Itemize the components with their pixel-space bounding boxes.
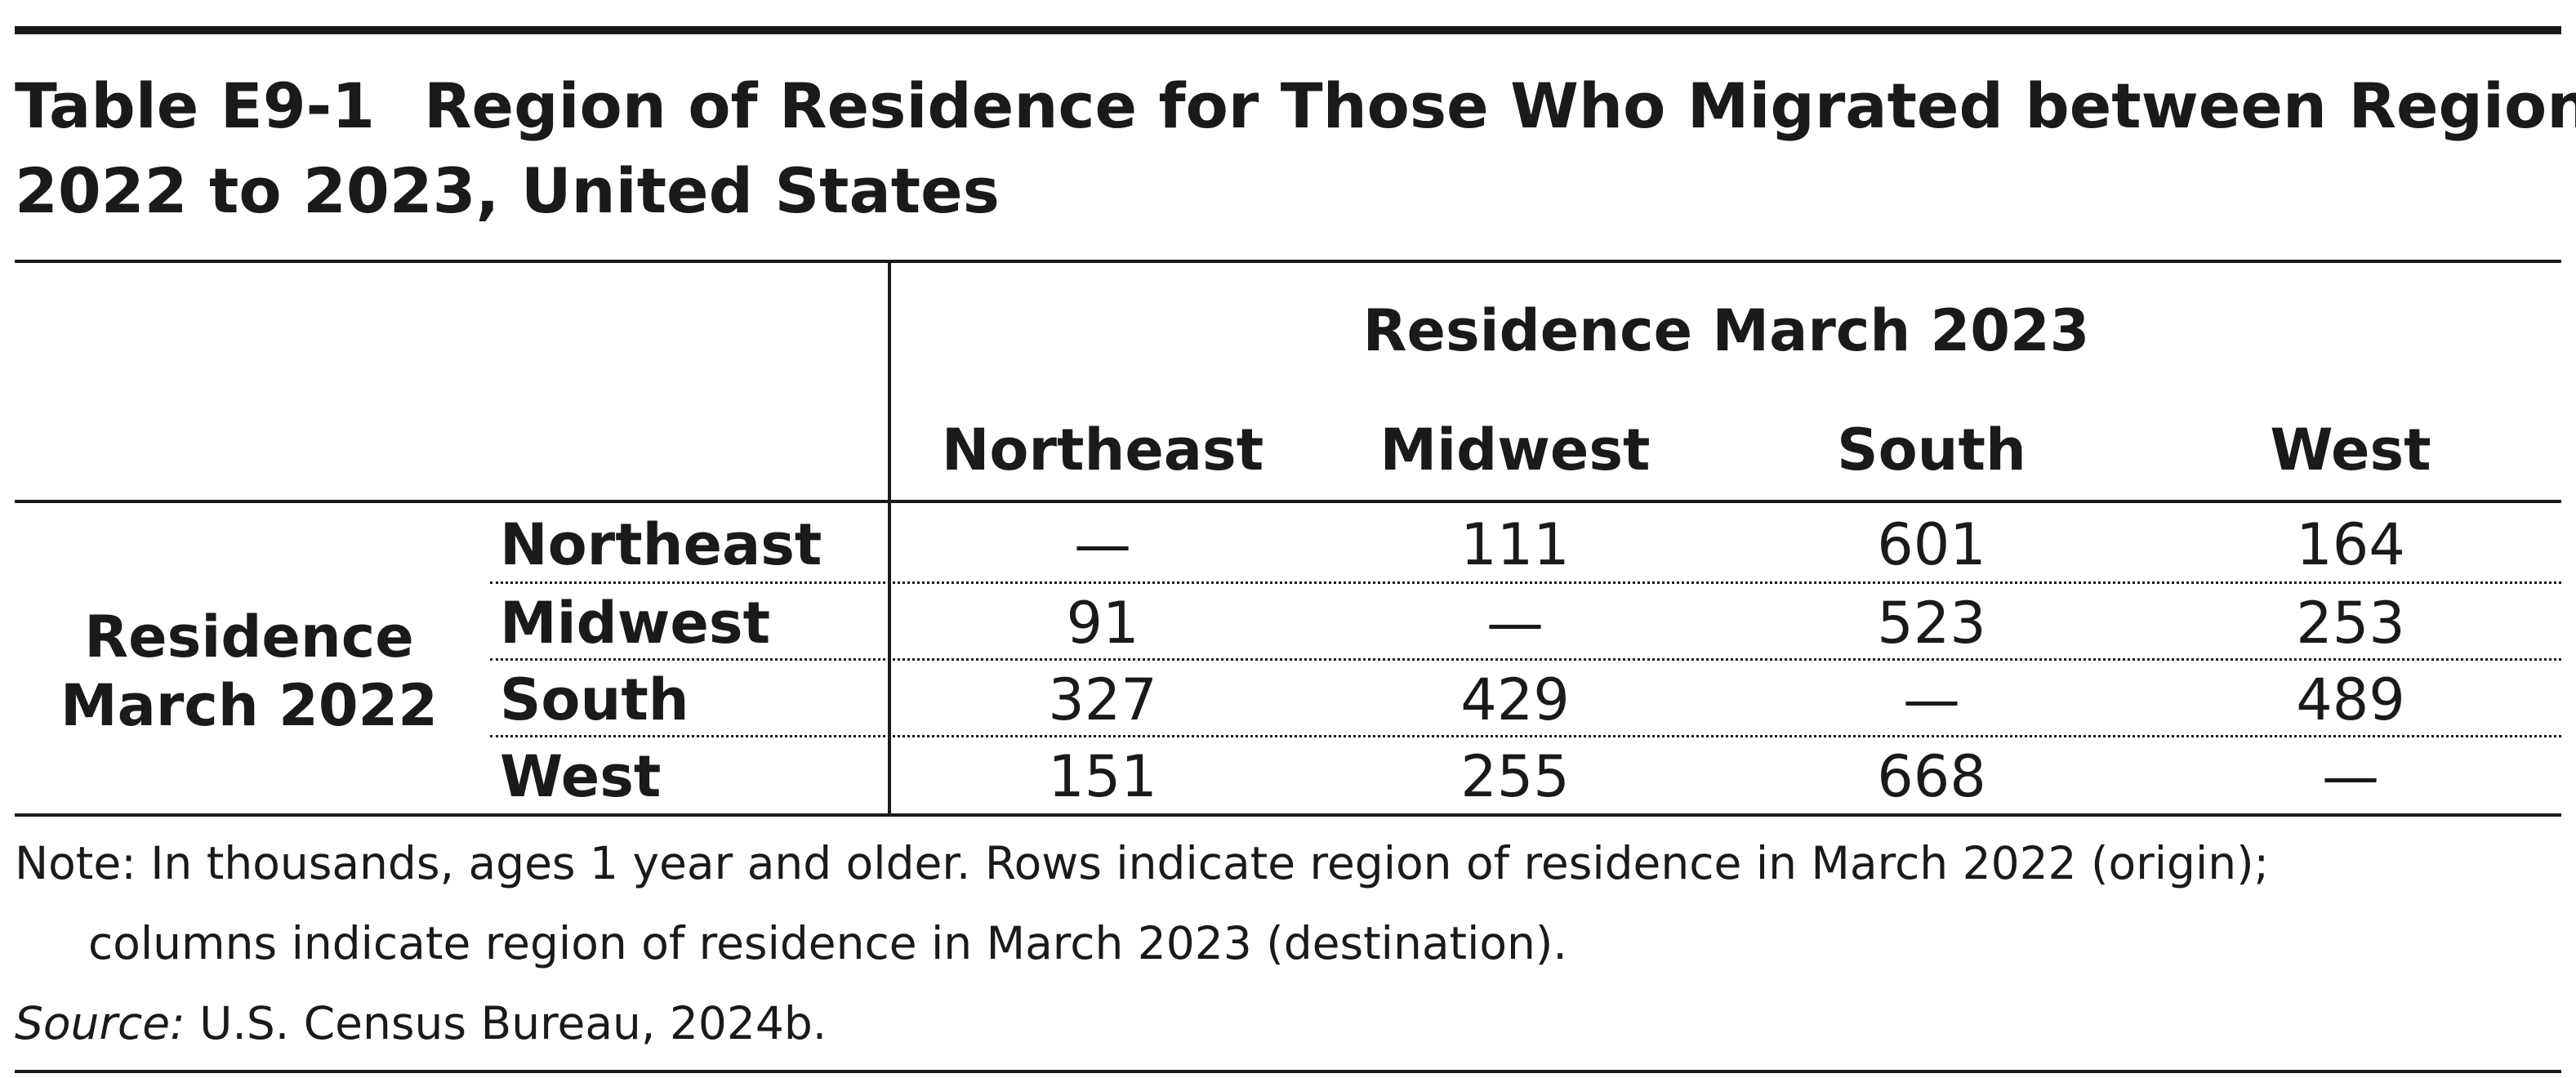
source-line: Source: U.S. Census Bureau, 2024b. <box>15 1001 827 1046</box>
table-title-line2: 2022 to 2023, United States <box>15 154 1000 227</box>
source-text: U.S. Census Bureau, 2024b. <box>185 997 827 1049</box>
header-rule <box>15 500 2561 503</box>
table-bottom-rule <box>15 813 2561 817</box>
cell-northeast-midwest: 111 <box>1460 511 1570 578</box>
cell-midwest-midwest: — <box>1486 590 1544 657</box>
row-label-midwest: Midwest <box>500 590 771 657</box>
cell-south-south: — <box>1903 666 1960 733</box>
stub-divider <box>888 263 891 817</box>
cell-south-west: 489 <box>2296 666 2405 733</box>
table-title-line1: Table E9-1 Region of Residence for Those … <box>15 75 2576 137</box>
row-label-west: West <box>500 743 662 810</box>
row-separator <box>490 735 2561 737</box>
source-label: Source: <box>15 997 185 1049</box>
column-group-header: Residence March 2023 <box>1362 297 2090 364</box>
cell-northeast-west: 164 <box>2296 511 2405 578</box>
column-header-south: South <box>1837 416 2026 483</box>
table-id: Table E9-1 <box>15 69 376 142</box>
cell-midwest-south: 523 <box>1877 590 1986 657</box>
title-rule <box>15 260 2561 263</box>
cell-west-west: — <box>2322 743 2379 810</box>
row-group-header-line1: Residence <box>84 604 414 670</box>
row-label-northeast: Northeast <box>500 511 822 578</box>
row-separator <box>490 658 2561 661</box>
row-label-south: South <box>500 666 689 733</box>
cell-northeast-south: 601 <box>1877 511 1986 578</box>
bottom-rule <box>15 1070 2561 1073</box>
row-group-header: Residence March 2022 <box>33 603 466 740</box>
table-title-text: Region of Residence for Those Who Migrat… <box>424 69 2576 142</box>
note-line1: Note: In thousands, ages 1 year and olde… <box>15 837 2270 889</box>
cell-south-northeast: 327 <box>1048 666 1157 733</box>
column-header-northeast: Northeast <box>941 416 1264 483</box>
cell-midwest-northeast: 91 <box>1066 590 1139 657</box>
cell-midwest-west: 253 <box>2296 590 2405 657</box>
top-rule <box>15 26 2561 34</box>
cell-northeast-northeast: — <box>1074 511 1131 578</box>
cell-west-south: 668 <box>1877 743 1986 810</box>
cell-south-midwest: 429 <box>1460 666 1570 733</box>
column-header-midwest: Midwest <box>1379 416 1651 483</box>
row-group-header-line2: March 2022 <box>60 672 438 739</box>
cell-west-northeast: 151 <box>1048 743 1157 810</box>
column-header-west: West <box>2270 416 2431 483</box>
cell-west-midwest: 255 <box>1460 743 1570 810</box>
note-line2: columns indicate region of residence in … <box>88 917 1567 969</box>
row-separator <box>490 581 2561 584</box>
